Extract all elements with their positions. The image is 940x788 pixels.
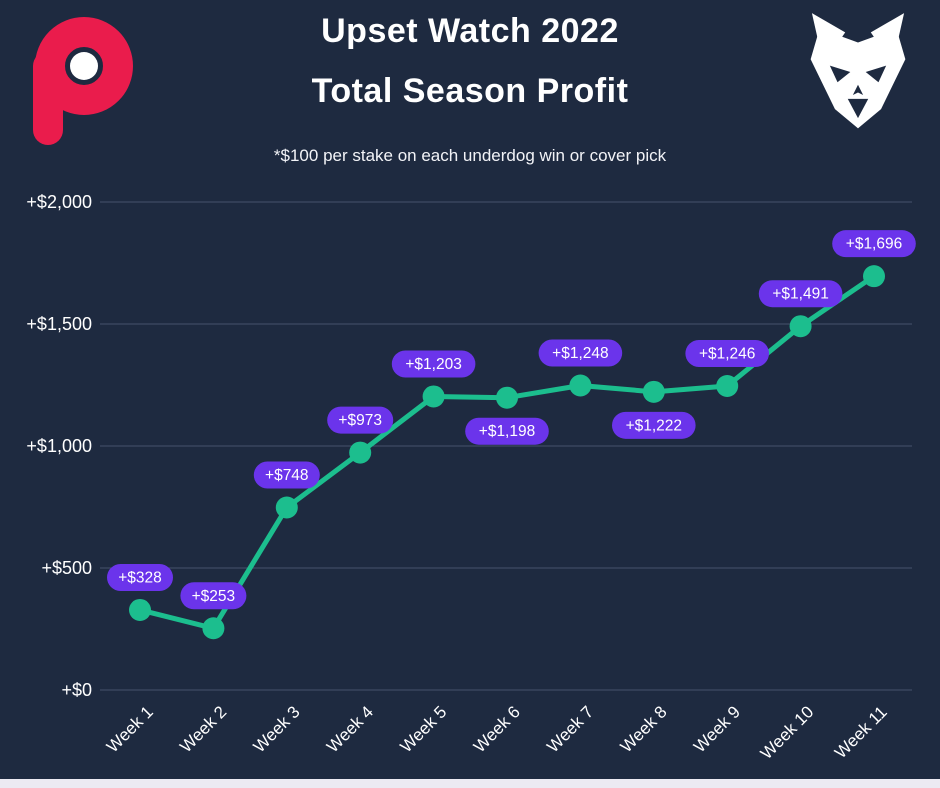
x-axis-tick-label: Week 8 (617, 702, 671, 756)
data-point-marker (275, 496, 298, 519)
data-point-label: +$973 (327, 406, 394, 434)
y-axis-tick-label: +$2,000 (26, 192, 92, 212)
data-point-marker (789, 315, 812, 338)
chart-title-line2: Total Season Profit (311, 72, 629, 110)
data-point-label: +$1,198 (465, 417, 549, 445)
svg-text:Week 9: Week 9 (690, 702, 744, 756)
x-axis-tick-label: Week 6 (470, 702, 524, 756)
x-axis-tick-label: Week 10 (757, 702, 818, 763)
wolf-logo (794, 8, 922, 136)
svg-text:+$748: +$748 (265, 467, 309, 484)
y-axis-tick-label: +$500 (41, 558, 92, 578)
svg-text:+$253: +$253 (192, 588, 236, 605)
data-point-marker (422, 385, 445, 408)
svg-text:+$1,696: +$1,696 (846, 236, 902, 253)
svg-text:Week 7: Week 7 (543, 702, 597, 756)
data-point-marker (569, 374, 592, 397)
data-point-label: +$1,222 (612, 411, 696, 439)
bottom-strip (0, 779, 940, 788)
svg-text:Week 6: Week 6 (470, 702, 524, 756)
chart-subtitle: *$100 per stake on each underdog win or … (273, 146, 667, 165)
x-axis-tick-label: Week 7 (543, 702, 597, 756)
data-point-label: +$1,248 (538, 339, 623, 367)
data-point-marker (642, 380, 665, 403)
profit-line-series (139, 274, 876, 631)
svg-text:+$1,198: +$1,198 (479, 423, 535, 440)
data-point-label: +$1,696 (832, 230, 916, 258)
x-axis-tick-label: Week 2 (176, 702, 230, 756)
svg-text:Week 1: Week 1 (103, 702, 157, 756)
svg-text:Week 4: Week 4 (323, 702, 377, 756)
profit-line-chart: +$0 +$500 +$1,000 +$1,500 +$2,000 Week 1 Week … (26, 192, 916, 763)
svg-text:Week 11: Week 11 (831, 702, 891, 762)
data-point-label: +$1,491 (758, 280, 843, 308)
x-axis-tick-label: Week 3 (250, 702, 304, 756)
svg-text:Week 8: Week 8 (617, 702, 671, 756)
data-point-marker (129, 598, 151, 621)
svg-text:Week 2: Week 2 (176, 702, 230, 756)
svg-text:Week 10: Week 10 (757, 702, 818, 763)
x-axis-tick-label: Week 5 (396, 702, 450, 756)
y-axis-tick-label: +$1,500 (26, 314, 92, 334)
x-axis-tick-label: Week 1 (103, 702, 157, 756)
p-logo (18, 6, 136, 148)
data-point-label: +$1,246 (685, 339, 769, 367)
svg-text:+$973: +$973 (338, 412, 382, 429)
data-point-marker (863, 265, 885, 288)
y-axis-tick-label: +$1,000 (26, 436, 92, 456)
data-point-marker (349, 441, 372, 464)
x-axis-tick-label: Week 9 (690, 702, 744, 756)
x-axis-tick-label: Week 4 (323, 702, 377, 756)
svg-text:+$1,203: +$1,203 (405, 356, 461, 373)
wolf-head-icon (810, 13, 906, 129)
x-axis-tick-label: Week 11 (831, 702, 891, 762)
svg-text:+$328: +$328 (118, 569, 162, 586)
data-point-marker (716, 374, 739, 397)
y-axis-tick-label: +$0 (61, 680, 92, 700)
data-point-label: +$328 (107, 563, 173, 591)
data-point-label: +$1,203 (391, 350, 476, 378)
p-logo-icon (33, 17, 133, 145)
svg-text:Week 3: Week 3 (250, 702, 304, 756)
svg-text:+$1,248: +$1,248 (552, 345, 608, 362)
p-logo-dot (70, 52, 98, 80)
svg-text:Week 5: Week 5 (396, 702, 450, 756)
svg-text:+$1,222: +$1,222 (626, 417, 682, 434)
data-point-label: +$253 (180, 582, 247, 610)
svg-text:+$1,491: +$1,491 (772, 286, 828, 303)
data-point-marker (496, 386, 518, 409)
svg-text:+$1,246: +$1,246 (699, 345, 755, 362)
data-point-marker (202, 617, 225, 640)
chart-title-line1: Upset Watch 2022 (321, 12, 619, 50)
data-point-label: +$748 (253, 461, 320, 489)
